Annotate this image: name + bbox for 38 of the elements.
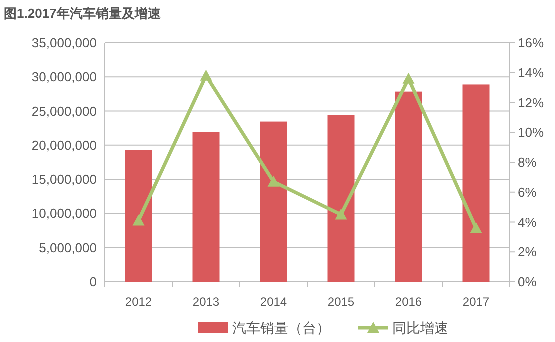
bar	[125, 150, 152, 282]
y-tick-label: 20,000,000	[32, 138, 97, 153]
x-tick-label: 2014	[260, 295, 288, 309]
y2-tick-label: 6%	[518, 184, 538, 200]
bar	[395, 92, 422, 282]
bar	[192, 132, 220, 282]
point	[470, 222, 482, 234]
bar	[260, 122, 288, 282]
y2-tick-label: 4%	[518, 214, 538, 230]
bar	[462, 84, 490, 282]
point	[335, 208, 348, 220]
x-tick-label: 2012	[125, 295, 152, 309]
y2-tick-label: 16%	[518, 36, 544, 50]
y-tick-label: 25,000,000	[32, 104, 97, 119]
legend-label: 汽车销量（台）	[232, 320, 330, 336]
chart-title: 图1.2017年汽车销量及增速	[4, 6, 162, 21]
x-tick-label: 2016	[395, 295, 422, 309]
legend-label: 同比增速	[392, 320, 448, 336]
point	[200, 70, 212, 81]
y2-tick-label: 14%	[518, 65, 544, 80]
y-tick-label: 0	[90, 274, 97, 290]
y2-tick-label: 12%	[518, 95, 544, 110]
y-tick-label: 10,000,000	[32, 206, 97, 222]
y2-tick-label: 8%	[518, 155, 538, 170]
x-tick-label: 2015	[328, 295, 355, 309]
y2-tick-label: 10%	[518, 125, 544, 140]
point	[132, 214, 145, 226]
y2-tick-label: 0%	[518, 274, 538, 290]
bar	[328, 115, 355, 282]
point	[402, 72, 415, 84]
y-tick-label: 15,000,000	[32, 172, 97, 188]
x-tick-label: 2017	[462, 295, 490, 309]
y-tick-label: 5,000,000	[39, 240, 97, 256]
x-tick-label: 2013	[192, 295, 220, 309]
point	[268, 176, 280, 187]
y-tick-label: 35,000,000	[32, 36, 97, 50]
y-tick-label: 30,000,000	[32, 70, 97, 85]
y2-tick-label: 2%	[518, 244, 538, 260]
